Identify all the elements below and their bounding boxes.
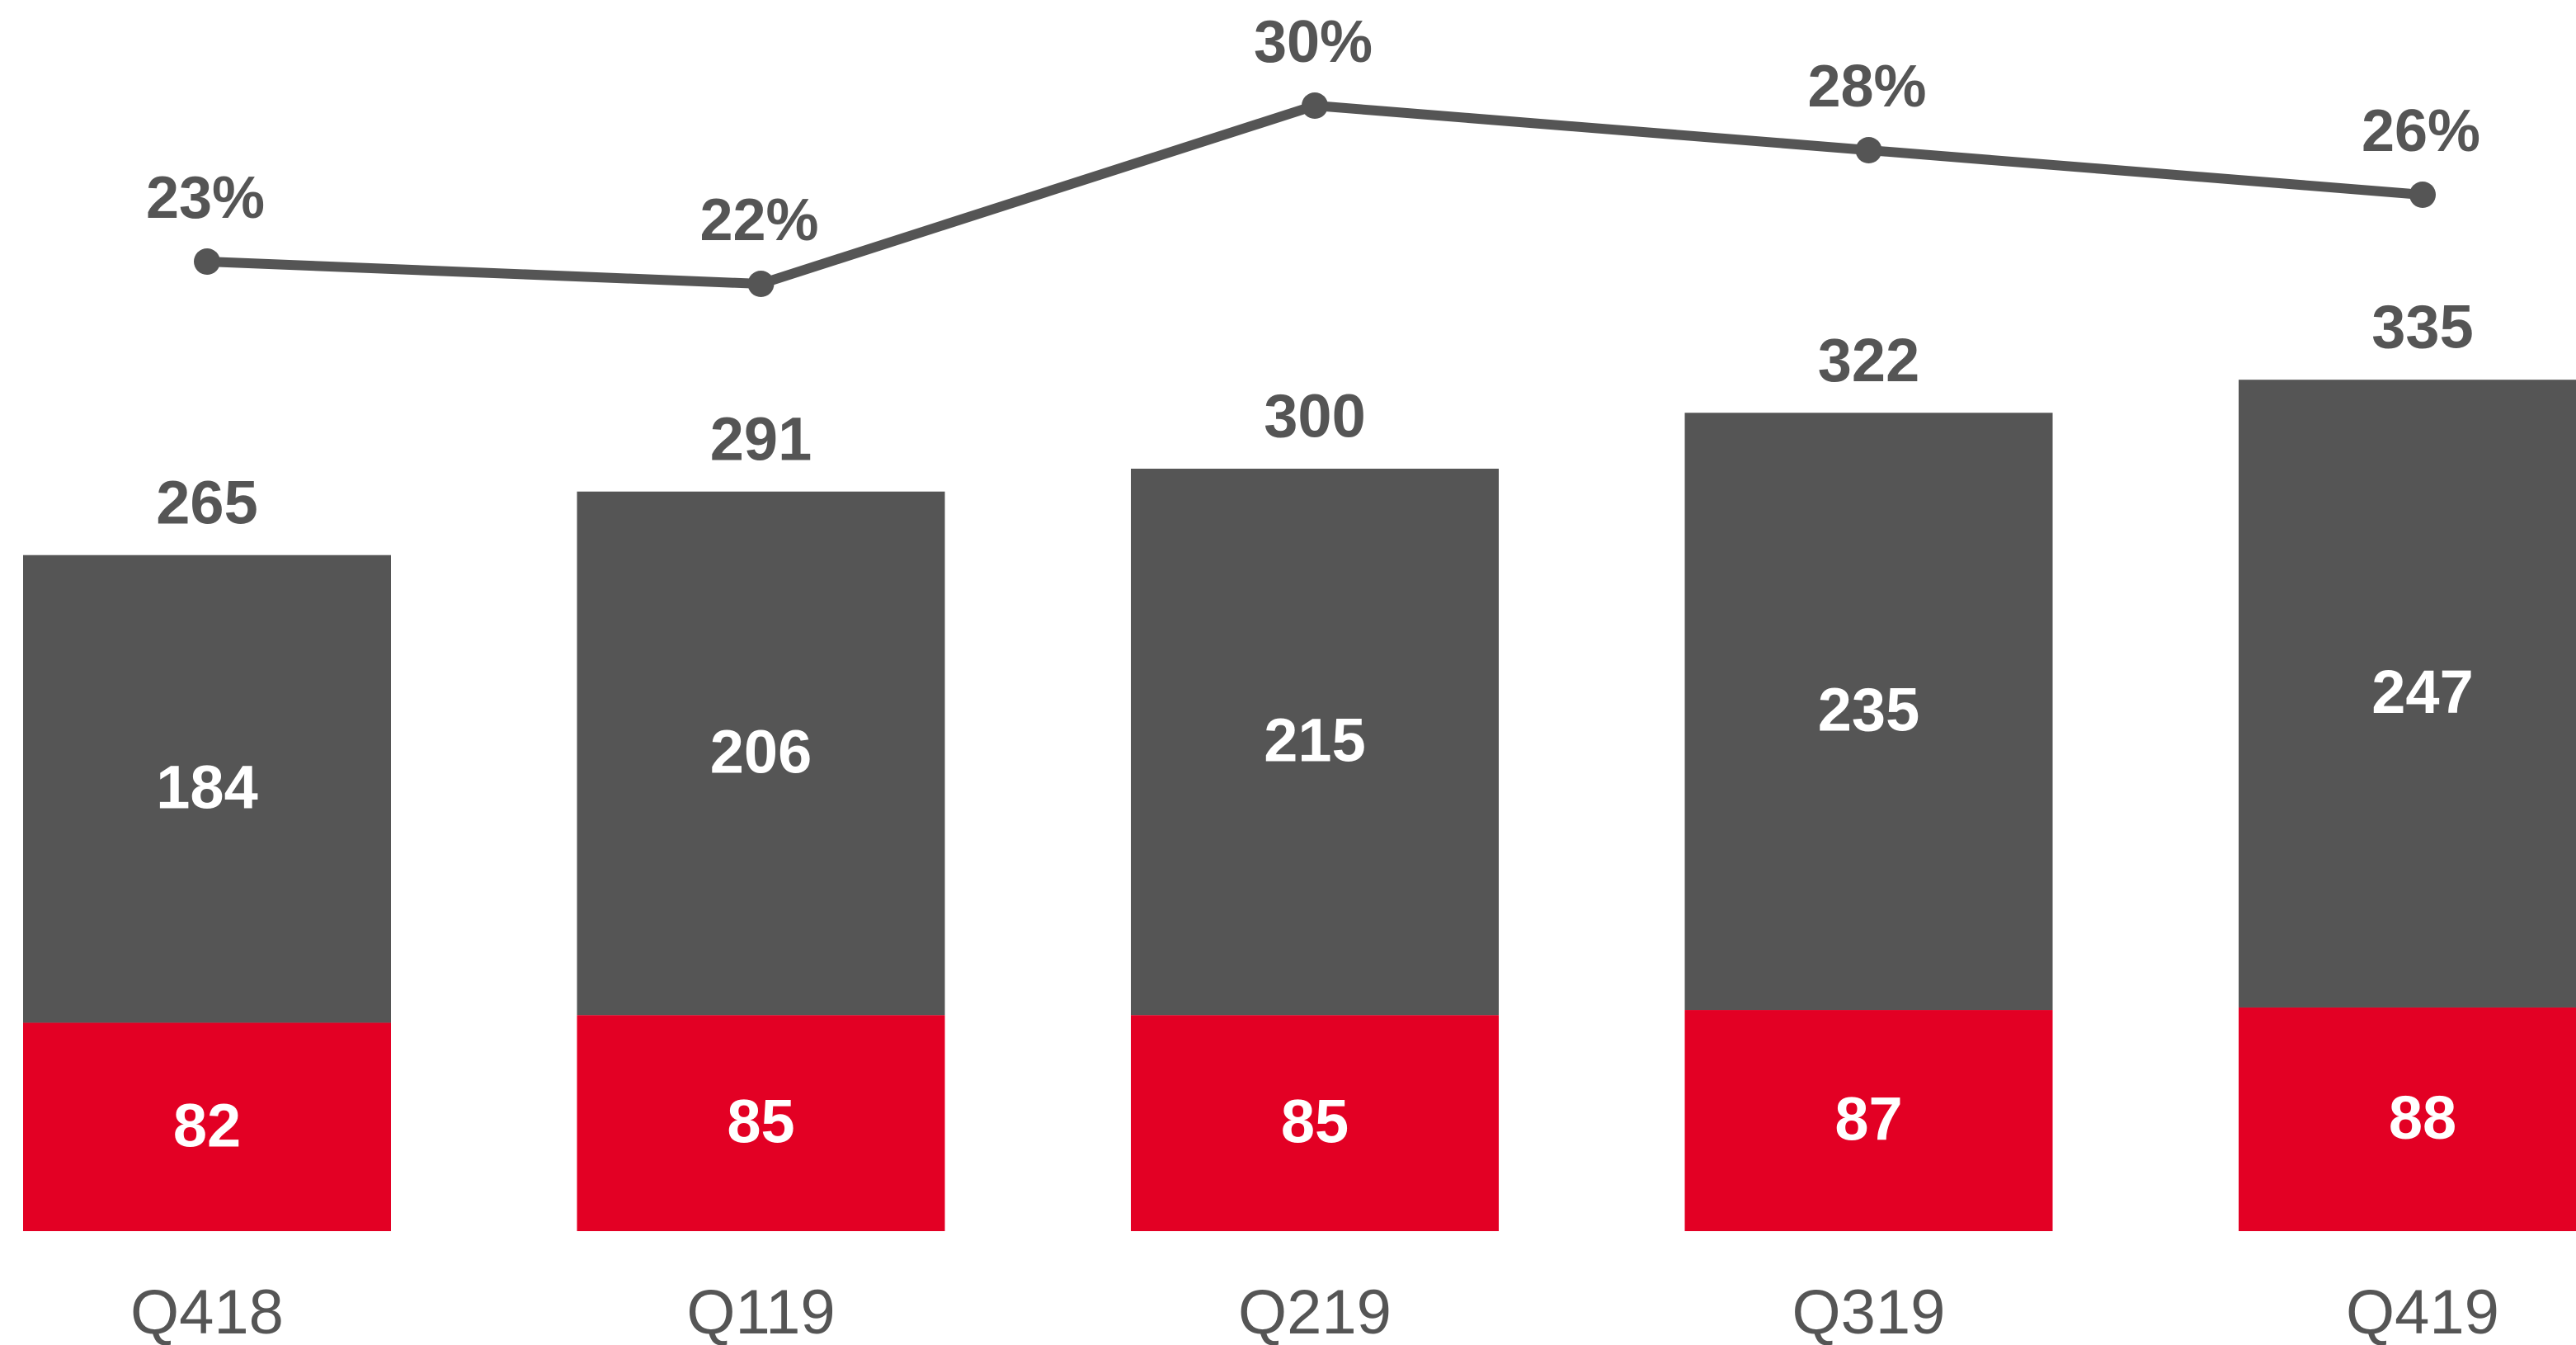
- segment-label: 85: [727, 1088, 794, 1156]
- line-point: [2409, 182, 2436, 208]
- x-tick-label: Q418: [130, 1277, 284, 1345]
- total-label: 291: [710, 404, 812, 473]
- line-label: 22%: [699, 187, 818, 253]
- line-label: 26%: [2362, 98, 2480, 164]
- segment-label: 215: [1264, 706, 1365, 775]
- line-label: 28%: [1807, 54, 1926, 120]
- total-label: 322: [1818, 326, 1919, 394]
- x-tick-label: Q419: [2346, 1277, 2499, 1345]
- bar-segment: [1131, 469, 1499, 1016]
- segment-label: 82: [173, 1091, 241, 1159]
- bar-segment: [23, 1022, 391, 1231]
- segment-label: 87: [1834, 1085, 1902, 1154]
- total-label: 335: [2371, 293, 2473, 361]
- bar-segment: [1684, 1010, 2053, 1231]
- bar-segment: [2239, 1007, 2576, 1231]
- line: [206, 100, 2423, 290]
- segment-label: 206: [710, 718, 812, 786]
- x-tick-label: Q219: [1238, 1277, 1392, 1345]
- segment-label: 88: [2389, 1083, 2456, 1152]
- line-label: 23%: [146, 165, 265, 231]
- total-label: 300: [1264, 382, 1365, 451]
- x-tick-label: Q119: [686, 1277, 835, 1345]
- segment-label: 235: [1818, 676, 1919, 744]
- segment-label: 85: [1281, 1088, 1349, 1156]
- total-label: 265: [156, 468, 257, 536]
- line-label: 30%: [1254, 9, 1373, 75]
- bar-segment: [1131, 1015, 1499, 1231]
- bar-segment: [577, 491, 945, 1016]
- x-tick-label: Q319: [1792, 1277, 1946, 1345]
- line-point: [1302, 92, 1328, 119]
- bar-segment: [2239, 380, 2576, 1008]
- segment-label: 247: [2371, 658, 2473, 726]
- segment-label: 184: [156, 753, 257, 822]
- bar-segment: [23, 555, 391, 1023]
- line-point: [194, 248, 220, 275]
- bar-segment: [577, 1015, 945, 1231]
- line-point: [1855, 137, 1882, 163]
- bar-segment: [1684, 413, 2053, 1011]
- line-point: [747, 271, 775, 297]
